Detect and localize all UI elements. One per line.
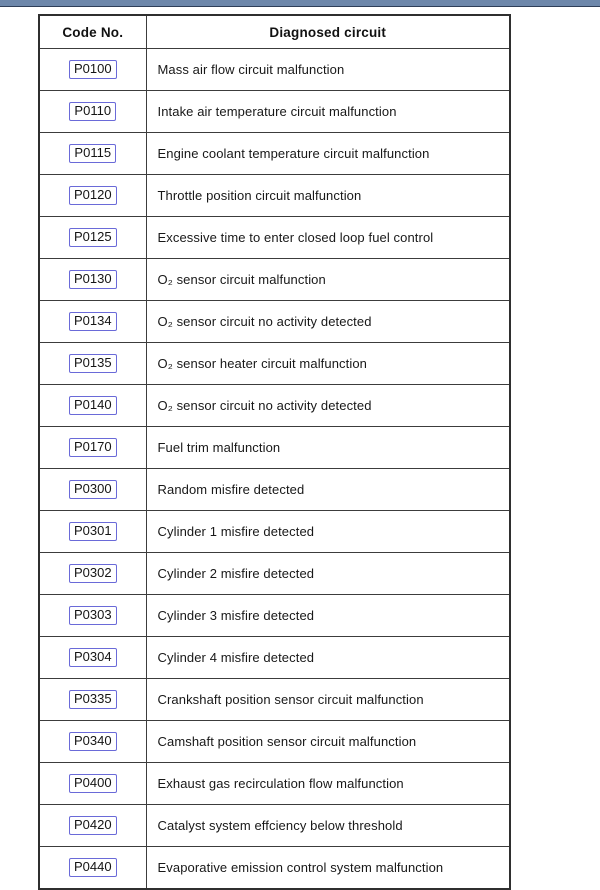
table-row: P0340 Camshaft position sensor circuit m…	[38, 720, 511, 763]
code-link[interactable]: P0120	[68, 186, 117, 205]
code-cell: P0440	[38, 846, 147, 890]
code-cell: P0340	[38, 720, 147, 763]
code-cell: P0302	[38, 552, 147, 595]
diagnosed-circuit-cell: Mass air flow circuit malfunction	[145, 48, 511, 91]
code-cell: P0100	[38, 48, 147, 91]
diagnosed-circuit-cell: Engine coolant temperature circuit malfu…	[145, 132, 511, 175]
code-link[interactable]: P0130	[68, 270, 117, 289]
diagnosed-circuit-cell: Crankshaft position sensor circuit malfu…	[145, 678, 511, 721]
table-row: P0130 O₂ sensor circuit malfunction	[38, 258, 511, 301]
diagnosed-circuit-cell: Excessive time to enter closed loop fuel…	[145, 216, 511, 259]
table-row: P0420 Catalyst system effciency below th…	[38, 804, 511, 847]
code-link[interactable]: P0100	[68, 60, 117, 79]
table-row: P0125 Excessive time to enter closed loo…	[38, 216, 511, 259]
table-row: P0303 Cylinder 3 misfire detected	[38, 594, 511, 637]
code-link[interactable]: P0140	[68, 396, 117, 415]
col-header-code-no: Code No.	[38, 14, 147, 49]
diagnosed-circuit-cell: O₂ sensor circuit no activity detected	[145, 384, 511, 427]
code-cell: P0130	[38, 258, 147, 301]
diagnosed-circuit-cell: Camshaft position sensor circuit malfunc…	[145, 720, 511, 763]
table-row: P0300 Random misfire detected	[38, 468, 511, 511]
table-row: P0302 Cylinder 2 misfire detected	[38, 552, 511, 595]
diagnosed-circuit-cell: Throttle position circuit malfunction	[145, 174, 511, 217]
table-row: P0110 Intake air temperature circuit mal…	[38, 90, 511, 133]
table-row: P0304 Cylinder 4 misfire detected	[38, 636, 511, 679]
diagnosed-circuit-cell: Random misfire detected	[145, 468, 511, 511]
diagnosed-circuit-cell: Evaporative emission control system malf…	[145, 846, 511, 890]
table-row: P0170 Fuel trim malfunction	[38, 426, 511, 469]
table-row: P0140 O₂ sensor circuit no activity dete…	[38, 384, 511, 427]
code-link[interactable]: P0110	[69, 102, 117, 121]
table-header-row: Code No. Diagnosed circuit	[38, 14, 511, 49]
code-link[interactable]: P0300	[68, 480, 117, 499]
code-link[interactable]: P0125	[68, 228, 117, 247]
col-header-diagnosed-circuit: Diagnosed circuit	[145, 14, 511, 49]
diagnosed-circuit-cell: Cylinder 4 misfire detected	[145, 636, 511, 679]
code-link[interactable]: P0420	[68, 816, 117, 835]
diagnostic-codes-table: Code No. Diagnosed circuit P0100 Mass ai…	[38, 14, 511, 890]
diagnosed-circuit-cell: Catalyst system effciency below threshol…	[145, 804, 511, 847]
code-cell: P0120	[38, 174, 147, 217]
code-cell: P0134	[38, 300, 147, 343]
code-link[interactable]: P0304	[68, 648, 117, 667]
code-cell: P0125	[38, 216, 147, 259]
code-cell: P0335	[38, 678, 147, 721]
diagnosed-circuit-cell: O₂ sensor circuit malfunction	[145, 258, 511, 301]
code-cell: P0304	[38, 636, 147, 679]
code-cell: P0110	[38, 90, 147, 133]
table-row: P0135 O₂ sensor heater circuit malfuncti…	[38, 342, 511, 385]
table-row: P0335 Crankshaft position sensor circuit…	[38, 678, 511, 721]
code-cell: P0140	[38, 384, 147, 427]
diagnosed-circuit-cell: O₂ sensor heater circuit malfunction	[145, 342, 511, 385]
code-link[interactable]: P0135	[68, 354, 117, 373]
diagnosed-circuit-cell: Intake air temperature circuit malfuncti…	[145, 90, 511, 133]
code-cell: P0400	[38, 762, 147, 805]
diagnosed-circuit-cell: Cylinder 3 misfire detected	[145, 594, 511, 637]
table-body: P0100 Mass air flow circuit malfunction …	[38, 48, 511, 890]
code-link[interactable]: P0170	[68, 438, 117, 457]
code-link[interactable]: P0340	[68, 732, 117, 751]
code-link[interactable]: P0400	[68, 774, 117, 793]
code-link[interactable]: P0134	[68, 312, 117, 331]
code-cell: P0300	[38, 468, 147, 511]
code-cell: P0135	[38, 342, 147, 385]
diagnosed-circuit-cell: Fuel trim malfunction	[145, 426, 511, 469]
code-link[interactable]: P0302	[68, 564, 117, 583]
table-row: P0115 Engine coolant temperature circuit…	[38, 132, 511, 175]
code-cell: P0115	[38, 132, 147, 175]
diagnosed-circuit-cell: Cylinder 2 misfire detected	[145, 552, 511, 595]
code-cell: P0301	[38, 510, 147, 553]
code-cell: P0420	[38, 804, 147, 847]
table-row: P0100 Mass air flow circuit malfunction	[38, 48, 511, 91]
window-top-edge-bar	[0, 0, 600, 7]
table-row: P0400 Exhaust gas recirculation flow mal…	[38, 762, 511, 805]
diagnosed-circuit-cell: O₂ sensor circuit no activity detected	[145, 300, 511, 343]
code-link[interactable]: P0115	[69, 144, 117, 163]
code-link[interactable]: P0303	[68, 606, 117, 625]
table-row: P0440 Evaporative emission control syste…	[38, 846, 511, 890]
code-link[interactable]: P0301	[68, 522, 117, 541]
diagnosed-circuit-cell: Exhaust gas recirculation flow malfuncti…	[145, 762, 511, 805]
table-row: P0301 Cylinder 1 misfire detected	[38, 510, 511, 553]
table-row: P0120 Throttle position circuit malfunct…	[38, 174, 511, 217]
code-cell: P0170	[38, 426, 147, 469]
code-cell: P0303	[38, 594, 147, 637]
diagnosed-circuit-cell: Cylinder 1 misfire detected	[145, 510, 511, 553]
code-link[interactable]: P0335	[68, 690, 117, 709]
table-row: P0134 O₂ sensor circuit no activity dete…	[38, 300, 511, 343]
code-link[interactable]: P0440	[68, 858, 117, 877]
